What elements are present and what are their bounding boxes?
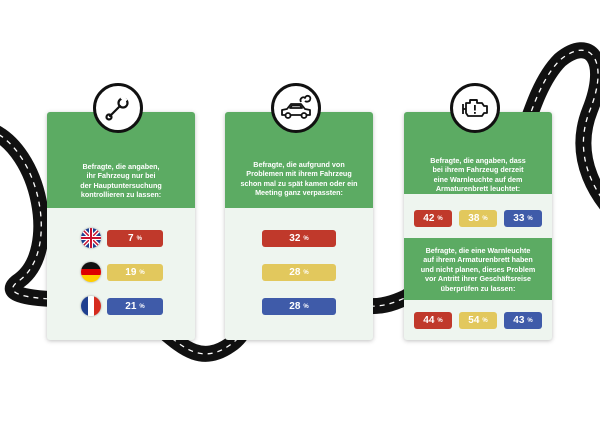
card-subheader: Befragte, die eine Warnleuchte auf ihrem… — [404, 238, 552, 300]
card-inspection: Befragte, die angaben, ihr Fahrzeug nur … — [47, 83, 195, 340]
engine-warning-icon — [450, 83, 500, 133]
car-smoke-icon — [271, 83, 321, 133]
card-late-meeting: Befragte, die aufgrund von Problemen mit… — [225, 83, 373, 340]
stat-pill-de: 19% — [107, 264, 163, 281]
stat-pill: 54% — [459, 312, 497, 329]
france-flag-icon — [81, 296, 101, 316]
stat-pill: 32% — [262, 230, 336, 247]
stat-pill: 38% — [459, 210, 497, 227]
card-text: Befragte, die angaben, dass bei ihrem Fa… — [430, 156, 526, 194]
germany-flag-icon — [81, 262, 101, 282]
card-header: Befragte, die angaben, dass bei ihrem Fa… — [404, 112, 552, 194]
stat-pill-uk: 7% — [107, 230, 163, 247]
stat-pill: 28% — [262, 298, 336, 315]
stat-pill: 33% — [504, 210, 542, 227]
wrench-icon — [93, 83, 143, 133]
card-text: Befragte, die eine Warnleuchte auf ihrem… — [420, 246, 536, 293]
uk-flag-icon — [81, 228, 101, 248]
stat-pill: 28% — [262, 264, 336, 281]
stat-pill: 43% — [504, 312, 542, 329]
stat-pill: 44% — [414, 312, 452, 329]
card-warning-light: Befragte, die angaben, dass bei ihrem Fa… — [404, 83, 552, 340]
stat-pill-fr: 21% — [107, 298, 163, 315]
card-text: Befragte, die aufgrund von Problemen mit… — [240, 160, 358, 198]
card-text: Befragte, die angaben, ihr Fahrzeug nur … — [80, 162, 162, 200]
stat-pill: 42% — [414, 210, 452, 227]
